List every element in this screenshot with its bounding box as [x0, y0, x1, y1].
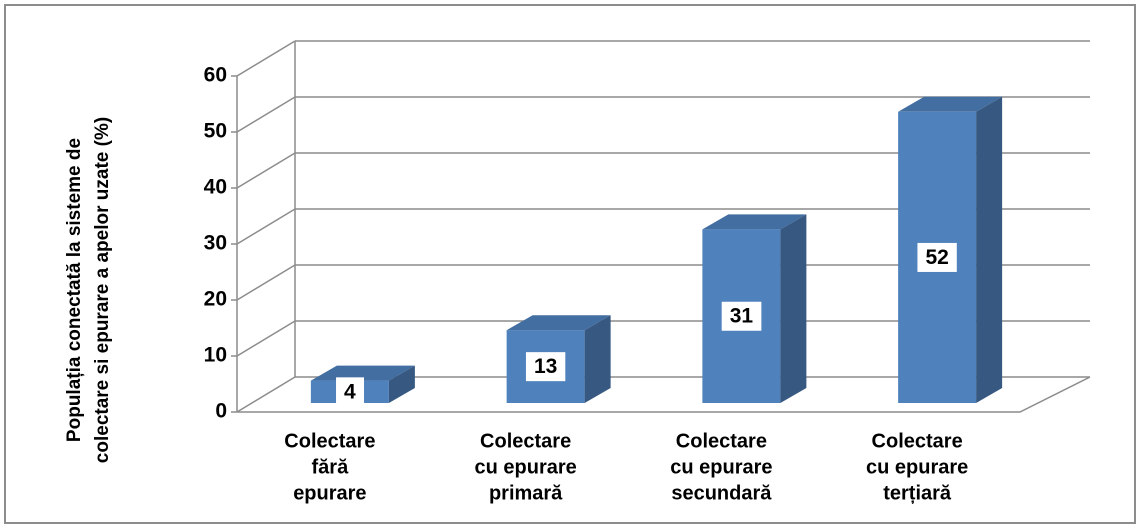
- data-label-box: [721, 301, 762, 331]
- y-tick-label: 40: [204, 176, 227, 199]
- bar-side: [976, 96, 1003, 404]
- data-label-group: 31: [721, 301, 762, 331]
- bar-side: [780, 214, 807, 403]
- y-tick-label: 50: [204, 120, 227, 143]
- x-tick-label: cu epurare: [866, 456, 968, 478]
- grid-line-side: [236, 40, 296, 77]
- grid-line-side: [236, 208, 296, 245]
- data-label: 31: [730, 305, 754, 328]
- data-label: 13: [534, 355, 557, 378]
- floor-edge: [237, 376, 1091, 413]
- y-axis-label: Populația conectată la sisteme de colect…: [64, 117, 113, 463]
- x-tick-label: Colectare: [676, 430, 767, 452]
- y-tick-label: 0: [215, 400, 227, 423]
- x-tick-label: fără: [312, 456, 350, 478]
- data-label-box: [917, 242, 957, 272]
- data-label-group: 13: [525, 352, 566, 382]
- data-label-group: 4: [336, 377, 365, 407]
- data-label-box: [525, 352, 566, 382]
- bar-top: [898, 96, 1003, 112]
- grid-line-side: [236, 264, 296, 301]
- x-tick-label: secundară: [671, 482, 772, 504]
- bar-top: [702, 214, 807, 230]
- data-label: 52: [925, 246, 948, 269]
- bar-top: [310, 365, 415, 381]
- grid-line-side: [236, 376, 296, 413]
- x-tick-label: Colectare: [284, 430, 375, 452]
- y-tick-label: 20: [204, 288, 227, 311]
- y-tick-label: 10: [204, 344, 227, 367]
- bar-top: [506, 315, 611, 331]
- bar-side: [388, 365, 415, 403]
- y-label-line: Populația conectată la sisteme de: [64, 138, 85, 442]
- data-label-group: 52: [917, 242, 957, 272]
- x-tick-label: terțiară: [883, 482, 952, 504]
- grid-line-side: [236, 152, 296, 189]
- y-label-line: colectare si epurare a apelor uzate (%): [92, 117, 113, 463]
- data-label: 4: [344, 380, 356, 403]
- x-tick-label: epurare: [293, 482, 366, 504]
- y-tick-label: 60: [204, 64, 227, 87]
- grid-line-side: [236, 96, 296, 133]
- x-tick-label: cu epurare: [474, 456, 576, 478]
- grid-line-side: [236, 320, 296, 357]
- y-tick-label: 30: [204, 232, 227, 255]
- x-tick-label: Colectare: [480, 430, 571, 452]
- data-label-box: [336, 377, 365, 407]
- x-tick-label: cu epurare: [670, 456, 772, 478]
- bar-side: [584, 315, 611, 403]
- x-tick-label: Colectare: [872, 430, 963, 452]
- x-tick-label: primară: [489, 482, 563, 504]
